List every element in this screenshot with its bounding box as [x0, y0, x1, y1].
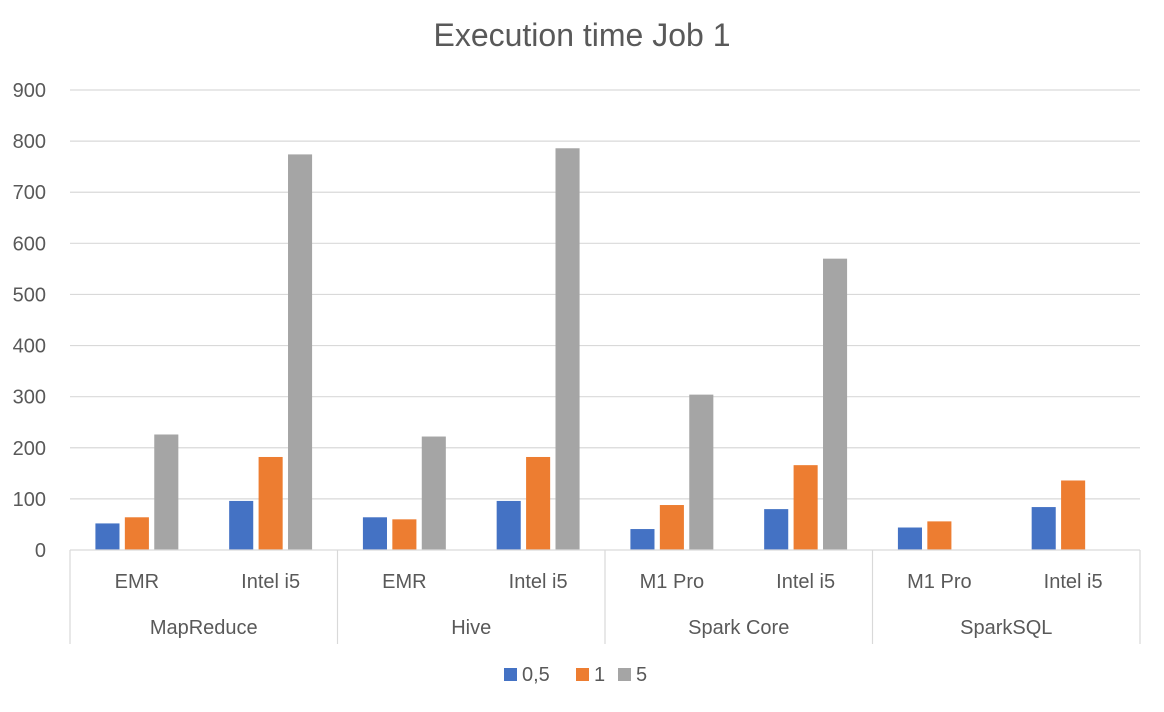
legend-label: 0,5	[522, 664, 550, 686]
x-tick-label: EMR	[382, 571, 426, 593]
bar-series-2-cat-5	[823, 258, 848, 550]
bar-series-1-cat-1	[258, 456, 283, 550]
legend-swatch	[576, 668, 589, 681]
x-tick-label: Intel i5	[1044, 571, 1103, 593]
x-tick-label: M1 Pro	[907, 571, 971, 593]
bar-series-0-cat-3	[496, 500, 521, 550]
bar-series-1-cat-6	[927, 521, 952, 550]
legend-swatch	[504, 668, 517, 681]
bar-series-2-cat-3	[555, 148, 580, 550]
bar-series-0-cat-4	[630, 529, 655, 550]
bar-series-1-cat-5	[793, 465, 818, 550]
legend: 0,5 1 5	[504, 664, 647, 686]
y-tick-label: 200	[13, 438, 46, 460]
y-tick-label: 800	[13, 131, 46, 153]
x-tick-label: M1 Pro	[640, 571, 704, 593]
y-tick-label: 600	[13, 233, 46, 255]
x-tick-label: Intel i5	[509, 571, 568, 593]
bar-series-0-cat-2	[362, 517, 387, 550]
y-tick-label: 900	[13, 80, 46, 102]
bar-series-1-cat-7	[1061, 480, 1086, 550]
bars	[95, 148, 1086, 550]
y-tick-label: 300	[13, 387, 46, 409]
legend-label: 5	[636, 664, 647, 686]
legend-item: 5	[618, 664, 647, 686]
legend-item: 0,5	[504, 664, 550, 686]
x-tick-label: EMR	[115, 571, 159, 593]
bar-series-2-cat-2	[421, 436, 446, 550]
bar-series-1-cat-0	[124, 517, 149, 550]
x-axis: EMR Intel i5 MapReduce EMR Intel i5 Hive M1 Pr…	[69, 549, 1141, 644]
gridlines	[70, 89, 1140, 500]
group-label: Hive	[451, 617, 491, 639]
x-tick-label: Intel i5	[776, 571, 835, 593]
group-label: SparkSQL	[960, 617, 1052, 639]
legend-swatch	[618, 668, 631, 681]
bar-series-0-cat-5	[764, 509, 789, 550]
bar-series-2-cat-0	[154, 434, 179, 550]
group-label: Spark Core	[688, 617, 789, 639]
y-tick-label: 100	[13, 489, 46, 511]
x-tick-label: Intel i5	[241, 571, 300, 593]
bar-series-0-cat-6	[897, 527, 922, 550]
y-tick-label: 500	[13, 284, 46, 306]
y-tick-label: 0	[35, 540, 46, 562]
legend-item: 1	[576, 664, 605, 686]
y-axis-ticks: 0 100 200 300 400 500 600 700 800 900	[13, 80, 46, 562]
bar-series-2-cat-4	[689, 394, 714, 550]
bar-series-1-cat-3	[526, 456, 551, 550]
bar-series-0-cat-7	[1031, 507, 1056, 550]
y-tick-label: 700	[13, 182, 46, 204]
bar-series-1-cat-2	[392, 519, 417, 550]
legend-label: 1	[594, 664, 605, 686]
chart-title: Execution time Job 1	[433, 17, 730, 53]
bar-series-1-cat-4	[659, 505, 684, 550]
bar-series-2-cat-1	[288, 154, 313, 550]
bar-series-0-cat-0	[95, 523, 120, 550]
y-tick-label: 400	[13, 336, 46, 358]
bar-series-0-cat-1	[229, 500, 254, 550]
group-label: MapReduce	[150, 617, 258, 639]
